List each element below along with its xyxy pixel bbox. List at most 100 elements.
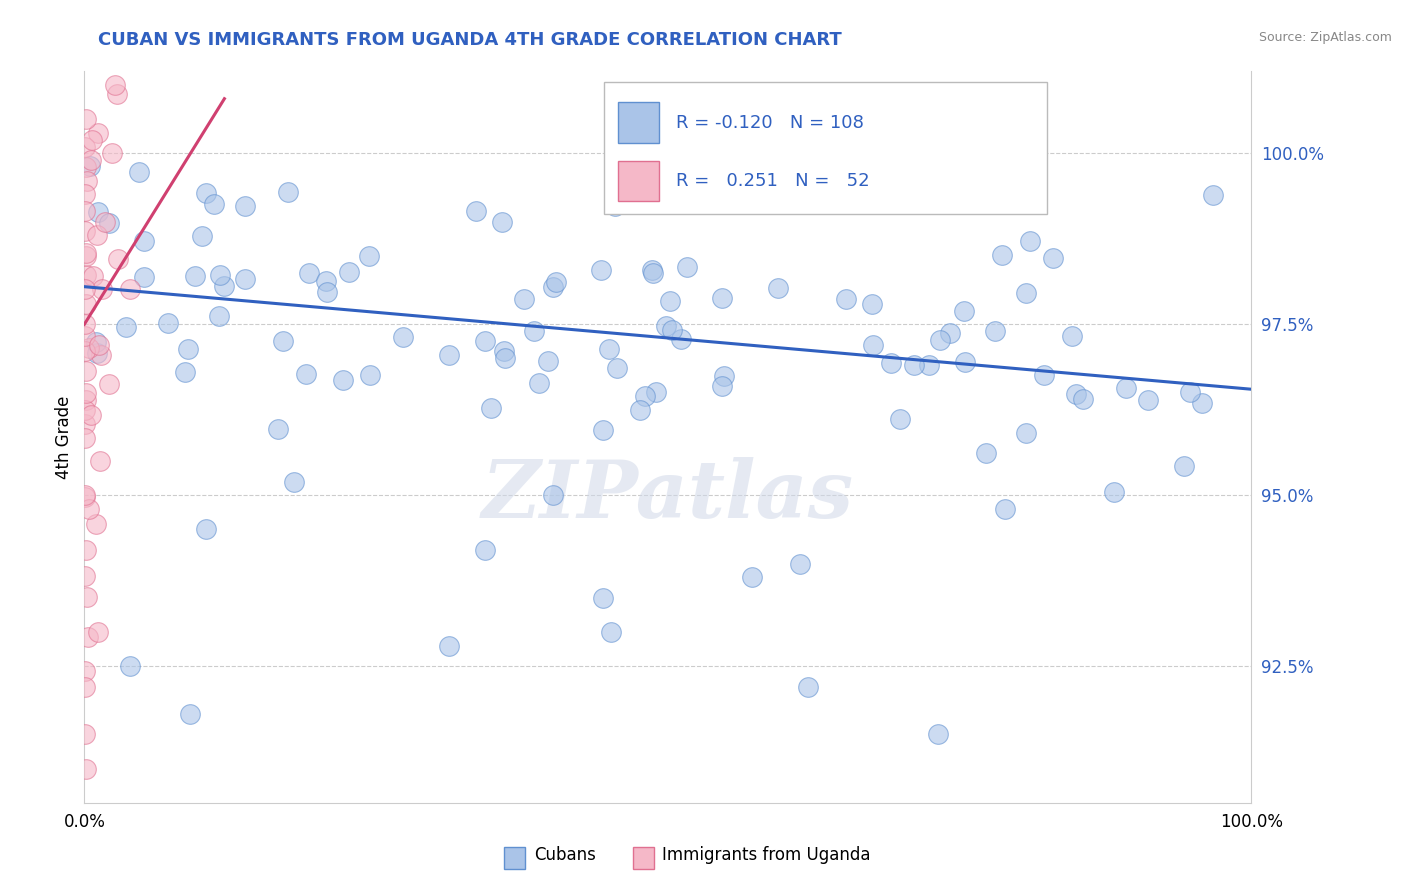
Point [195, 186, 218, 200]
Point [80, 133, 103, 147]
Point [537, 353, 560, 368]
Bar [505, 847, 526, 869]
Point [75, 246, 97, 260]
Point [208, 310, 231, 324]
Point [655, 318, 678, 333]
Point [711, 291, 734, 305]
Point [1136, 393, 1159, 408]
Point [73, 664, 96, 678]
Point [359, 368, 381, 383]
Point [132, 234, 155, 248]
Point [90, 282, 112, 296]
Point [316, 285, 339, 299]
Point [86, 126, 108, 140]
Point [1060, 329, 1083, 343]
Point [1115, 381, 1137, 395]
Point [101, 145, 124, 160]
Point [392, 329, 415, 343]
Point [439, 639, 461, 653]
Text: Immigrants from Uganda: Immigrants from Uganda [662, 847, 870, 864]
Point [75, 328, 97, 343]
Point [494, 343, 516, 358]
Point [86, 228, 108, 243]
Bar [617, 161, 658, 202]
Point [527, 376, 550, 390]
Point [600, 624, 623, 639]
Point [73, 403, 96, 417]
Point [194, 522, 217, 536]
Point [73, 344, 96, 359]
Point [592, 423, 614, 437]
Point [491, 214, 513, 228]
Point [82, 269, 104, 284]
Point [105, 87, 128, 101]
Point [298, 266, 321, 280]
Point [675, 260, 697, 275]
Point [713, 368, 735, 383]
Point [605, 199, 627, 213]
Point [75, 187, 97, 202]
Point [208, 268, 231, 282]
Point [77, 630, 100, 644]
Point [73, 488, 96, 502]
Point [118, 282, 141, 296]
Point [233, 199, 256, 213]
Point [1071, 392, 1094, 407]
Point [606, 361, 628, 376]
Point [295, 368, 318, 382]
Point [1191, 395, 1213, 409]
Point [80, 408, 103, 422]
Point [277, 186, 299, 200]
Point [789, 557, 811, 571]
Point [1032, 368, 1054, 382]
Point [953, 303, 976, 318]
Point [75, 268, 97, 282]
Point [862, 338, 884, 352]
Point [645, 385, 668, 400]
Point [592, 591, 614, 605]
Point [880, 356, 903, 370]
Point [84, 334, 107, 349]
Point [75, 542, 97, 557]
Point [73, 203, 96, 218]
Point [1042, 252, 1064, 266]
Point [177, 343, 200, 357]
Point [107, 252, 129, 266]
Point [98, 216, 121, 230]
Point [860, 297, 883, 311]
Point [283, 475, 305, 489]
Point [766, 281, 789, 295]
Bar [617, 103, 658, 143]
Point [79, 159, 101, 173]
Point [174, 365, 197, 379]
Point [90, 348, 112, 362]
Point [134, 269, 156, 284]
Point [741, 570, 763, 584]
Point [1180, 384, 1202, 399]
Point [76, 590, 98, 604]
Point [233, 272, 256, 286]
Point [903, 358, 925, 372]
Point [474, 542, 496, 557]
Point [1102, 484, 1125, 499]
Point [929, 333, 952, 347]
Point [991, 248, 1014, 262]
Point [589, 263, 612, 277]
Text: ZIPatlas: ZIPatlas [482, 457, 853, 534]
Point [86, 345, 108, 359]
Point [75, 160, 97, 174]
Point [634, 389, 657, 403]
Point [437, 348, 460, 362]
Point [974, 445, 997, 459]
Point [523, 324, 546, 338]
Point [796, 680, 818, 694]
Y-axis label: 4th Grade: 4th Grade [55, 395, 73, 479]
FancyBboxPatch shape [603, 82, 1047, 214]
Point [541, 279, 564, 293]
Point [75, 385, 97, 400]
Point [1015, 426, 1038, 441]
Point [494, 351, 516, 365]
Point [643, 266, 665, 280]
Point [73, 318, 96, 332]
Text: Cubans: Cubans [534, 847, 596, 864]
